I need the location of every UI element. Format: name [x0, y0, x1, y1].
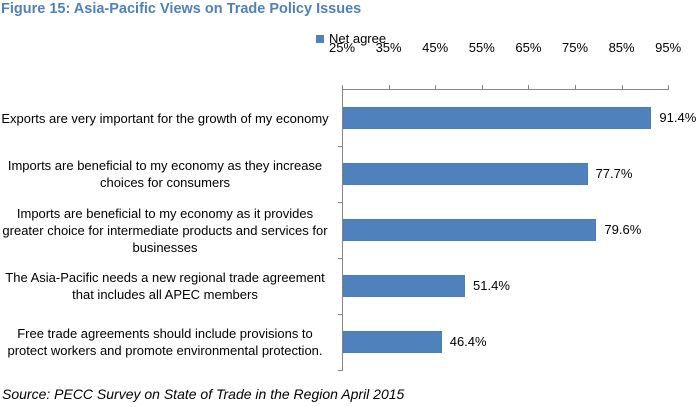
bar [343, 107, 652, 129]
bar [343, 275, 466, 297]
bar-value-label: 46.4% [449, 334, 487, 349]
bar-value-label: 77.7% [595, 166, 633, 181]
x-tick-label: 95% [655, 40, 682, 55]
bar-value-label: 51.4% [473, 278, 510, 293]
legend: Net agree [316, 31, 386, 46]
y-tick-mark [338, 370, 343, 371]
bar [343, 331, 442, 353]
source-note: Source: PECC Survey on State of Trade in… [2, 386, 405, 402]
y-tick-mark [338, 314, 343, 315]
y-tick-mark [338, 146, 343, 147]
x-tick-label: 35% [375, 40, 402, 55]
y-tick-mark [338, 202, 343, 203]
x-tick-mark [575, 85, 576, 90]
category-label: Exports are very important for the growt… [1, 110, 329, 126]
x-tick-label: 75% [561, 40, 589, 55]
x-tick-mark [528, 85, 529, 90]
category-label: The Asia-Pacific needs a new regional tr… [5, 270, 325, 302]
bar-value-label: 91.4% [659, 110, 697, 125]
bar [343, 219, 597, 241]
legend-swatch-icon [316, 34, 324, 43]
x-tick-label: 55% [468, 40, 495, 55]
x-tick-mark [389, 85, 390, 90]
x-tick-mark [668, 85, 669, 90]
x-tick-label: 65% [515, 40, 542, 55]
x-tick-mark [622, 85, 623, 90]
x-tick-label: 25% [328, 40, 356, 55]
category-label: Free trade agreements should include pro… [7, 326, 323, 358]
legend-label: Net agree [329, 31, 387, 46]
y-axis-line [342, 89, 343, 370]
bar-value-label: 79.6% [604, 222, 642, 237]
x-tick-mark [342, 85, 343, 90]
x-axis-line [342, 89, 669, 90]
x-tick-label: 85% [608, 40, 635, 55]
x-tick-mark [482, 85, 483, 90]
bar [343, 163, 588, 185]
category-label: Imports are beneficial to my economy as … [2, 205, 328, 255]
x-tick-label: 45% [422, 40, 449, 55]
category-label: Imports are beneficial to my economy as … [7, 158, 323, 190]
figure-title: Figure 15: Asia-Pacific Views on Trade P… [1, 1, 362, 17]
y-tick-mark [338, 258, 343, 259]
x-tick-mark [435, 85, 436, 90]
